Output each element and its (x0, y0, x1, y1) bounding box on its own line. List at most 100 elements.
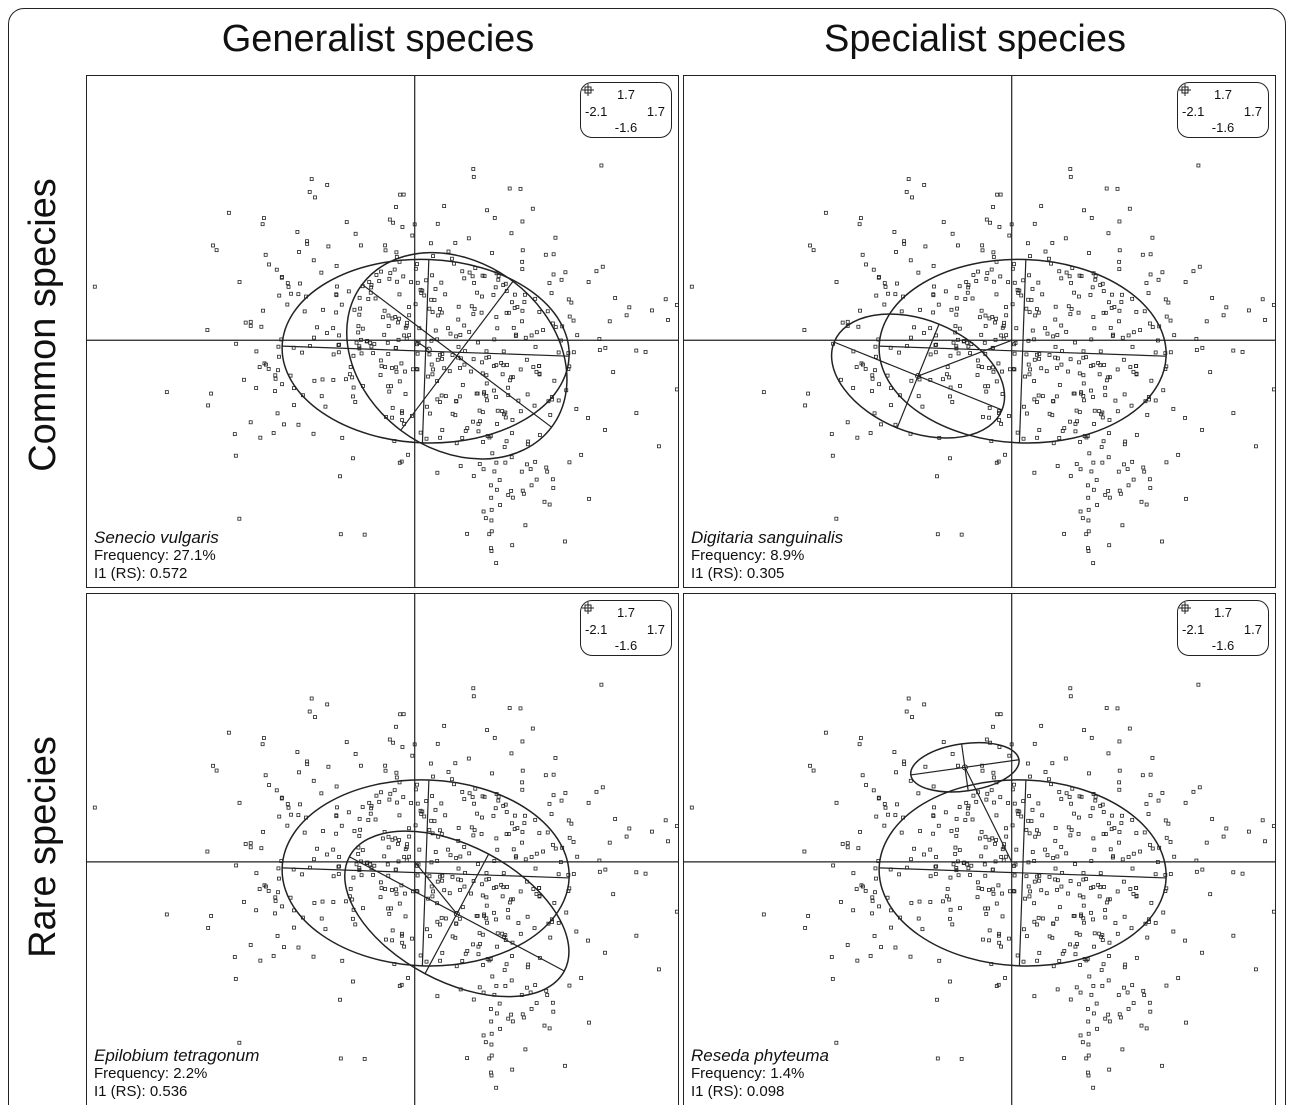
site-point (1078, 467, 1083, 472)
site-point (955, 827, 960, 832)
site-point (971, 793, 976, 798)
site-point (991, 867, 995, 872)
site-point (440, 428, 445, 432)
site-point (211, 243, 215, 248)
site-point (534, 851, 539, 856)
site-point (802, 328, 807, 332)
site-point (520, 219, 525, 224)
site-point (519, 469, 524, 474)
site-point (895, 802, 899, 807)
site-point (1012, 351, 1017, 356)
site-point (164, 390, 169, 395)
site-point (945, 886, 950, 891)
site-point (325, 702, 330, 707)
site-point (1003, 976, 1007, 980)
site-point (311, 258, 316, 263)
marginality-arrow (964, 767, 1013, 863)
site-point (586, 800, 591, 805)
site-point (1081, 916, 1086, 921)
site-point (438, 874, 442, 879)
site-point (1115, 889, 1120, 894)
site-point (442, 366, 447, 371)
site-point (480, 815, 484, 820)
site-point (857, 742, 862, 747)
site-point (991, 891, 996, 896)
site-point (392, 267, 397, 272)
site-point (567, 835, 572, 840)
site-point (1073, 340, 1077, 345)
site-point (1118, 1015, 1123, 1020)
site-point (309, 696, 314, 701)
site-point (961, 339, 966, 344)
site-point (358, 306, 363, 311)
site-point (948, 875, 953, 880)
frequency-label: Frequency: 27.1% (94, 547, 216, 564)
species-ellipse (909, 741, 1020, 793)
site-point (419, 812, 424, 816)
site-point (494, 363, 499, 368)
site-point (523, 1047, 528, 1052)
site-point (485, 208, 489, 213)
site-point (443, 813, 448, 818)
site-point (357, 344, 362, 349)
site-point (1122, 965, 1127, 970)
site-point (879, 422, 883, 427)
site-point (1088, 813, 1093, 818)
site-point (391, 740, 395, 745)
site-point (1066, 304, 1071, 309)
site-point (1097, 372, 1102, 377)
site-point (543, 773, 548, 778)
site-point (1026, 338, 1031, 343)
site-point (1102, 363, 1106, 367)
site-point (1089, 337, 1094, 342)
site-point (1063, 756, 1068, 761)
site-point (634, 933, 639, 938)
site-point (845, 841, 850, 846)
site-point (471, 419, 475, 424)
sites-ellipse-minor-axis (1018, 259, 1027, 443)
site-point (1120, 1047, 1125, 1052)
site-point (1231, 870, 1236, 875)
site-point (840, 842, 845, 846)
site-point (494, 984, 499, 988)
site-point (597, 858, 602, 863)
site-point (390, 366, 394, 370)
site-point (994, 838, 998, 842)
site-point (520, 1012, 525, 1017)
site-point (1130, 459, 1135, 464)
site-point (462, 845, 467, 849)
site-point (1126, 333, 1131, 338)
site-point (981, 937, 985, 942)
site-point (302, 830, 307, 835)
site-point (424, 799, 429, 803)
site-point (948, 394, 952, 399)
site-point (966, 283, 971, 287)
site-point (1141, 988, 1146, 993)
site-point (1011, 367, 1016, 371)
site-point (424, 959, 429, 964)
site-point (1055, 987, 1060, 992)
site-point (1122, 985, 1126, 990)
site-point (276, 890, 280, 895)
site-point (266, 888, 271, 893)
site-point (556, 872, 561, 877)
site-point (337, 855, 341, 859)
site-point (1073, 944, 1078, 949)
site-point (941, 377, 945, 382)
site-point (346, 810, 351, 815)
site-point (489, 483, 493, 488)
site-point (496, 274, 501, 278)
site-point (1271, 909, 1275, 914)
site-point (935, 532, 940, 537)
site-point (994, 813, 999, 818)
site-point (917, 899, 922, 904)
site-point (883, 805, 888, 810)
site-point (1053, 825, 1058, 830)
site-point (312, 857, 316, 862)
site-point (427, 827, 432, 832)
site-point (537, 893, 542, 898)
site-point (991, 770, 996, 775)
site-point (209, 391, 214, 396)
site-point (600, 264, 605, 269)
site-point (974, 279, 979, 283)
